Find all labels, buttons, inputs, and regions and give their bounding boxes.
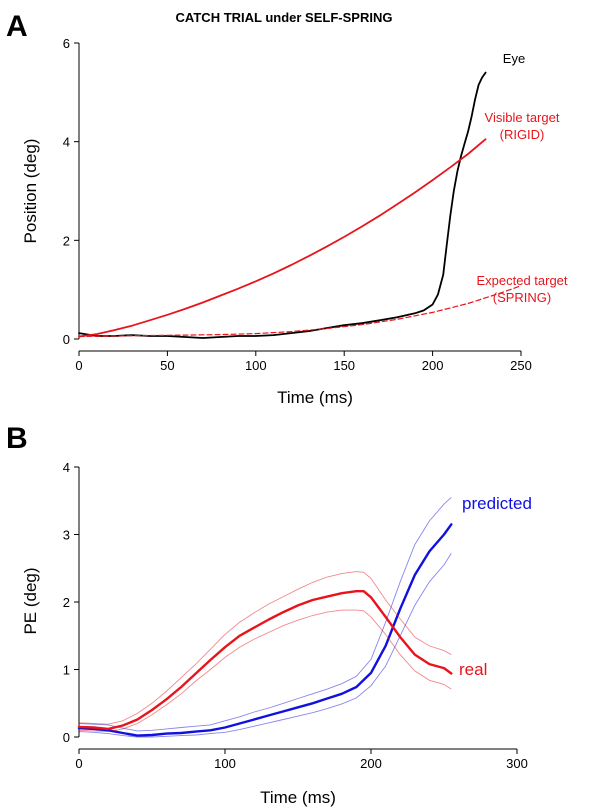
- a-x-tick-label: 50: [160, 358, 174, 373]
- a-y-tick-label: 0: [63, 332, 70, 347]
- b-x-tick-label: 300: [506, 756, 528, 771]
- a-x-tick-label: 200: [422, 358, 444, 373]
- series-real-line: [77, 590, 453, 731]
- chart-a-axes: 0 50 100 150 200 250 0 2 4 6: [63, 36, 532, 373]
- b-x-tick-label: 0: [75, 756, 82, 771]
- a-y-tick-label: 6: [63, 36, 70, 51]
- b-x-tick-label: 200: [360, 756, 382, 771]
- panel-b: B 0 100 200 300 0 1 2 3 4 predicted real Time (ms…: [6, 422, 532, 807]
- chart-b-axes: 0 100 200 300 0 1 2 3 4: [63, 460, 528, 771]
- series-real: [77, 571, 453, 733]
- chart-a-annotations: Eye Visible target (RIGID) Expected target (…: [476, 51, 567, 305]
- b-y-tick-label: 1: [63, 663, 70, 678]
- series-real-upper-bound: [78, 571, 452, 725]
- a-x-tick-label: 0: [75, 358, 82, 373]
- chart-a-ylabel: Position (deg): [21, 139, 40, 244]
- chart-b-series: [77, 497, 453, 738]
- chart-a-title: CATCH TRIAL under SELF-SPRING: [176, 10, 393, 25]
- panel-b-letter: B: [6, 422, 28, 455]
- annotation-line: (SPRING): [493, 290, 552, 305]
- annotation-line: (RIGID): [500, 127, 545, 142]
- annotation-line: Eye: [503, 51, 525, 66]
- series-expected-target-spring-line: [78, 285, 522, 338]
- b-y-tick-label: 3: [63, 528, 70, 543]
- b-y-tick-label: 4: [63, 460, 70, 475]
- series-predicted: [77, 497, 453, 738]
- series-predicted-upper-bound: [78, 497, 452, 732]
- series-predicted-line: [77, 523, 453, 737]
- chart-b-annotations: predicted real: [459, 494, 532, 679]
- series-visible-target-rigid-line: [78, 138, 487, 338]
- chart-b-ylabel: PE (deg): [21, 567, 40, 634]
- a-x-tick-label: 150: [333, 358, 355, 373]
- label-predicted: predicted: [462, 494, 532, 513]
- panel-a-letter: A: [6, 10, 28, 43]
- b-y-tick-label: 0: [63, 730, 70, 745]
- annotation-eye: Eye: [503, 51, 525, 66]
- a-x-tick-label: 250: [510, 358, 532, 373]
- series-eye: [78, 71, 487, 339]
- a-x-tick-label: 100: [245, 358, 267, 373]
- series-expected-target-spring: [78, 285, 522, 338]
- series-eye-line: [78, 71, 487, 339]
- chart-a-series: [78, 71, 522, 339]
- annotation-expected: Expected target (SPRING): [476, 273, 567, 305]
- series-visible-target-rigid: [78, 138, 487, 338]
- annotation-line: Visible target: [485, 110, 560, 125]
- a-y-tick-label: 4: [63, 135, 70, 150]
- a-y-tick-label: 2: [63, 233, 70, 248]
- series-predicted-lower-bound: [78, 553, 452, 738]
- b-x-tick-label: 100: [214, 756, 236, 771]
- chart-a-xlabel: Time (ms): [277, 388, 353, 407]
- panel-a: A CATCH TRIAL under SELF-SPRING 0 50 100 15…: [6, 10, 568, 407]
- b-y-tick-label: 2: [63, 595, 70, 610]
- annotation-line: Expected target: [476, 273, 567, 288]
- label-real: real: [459, 660, 487, 679]
- chart-b-xlabel: Time (ms): [260, 788, 336, 807]
- series-real-lower-bound: [78, 609, 452, 733]
- annotation-visible: Visible target (RIGID): [485, 110, 560, 142]
